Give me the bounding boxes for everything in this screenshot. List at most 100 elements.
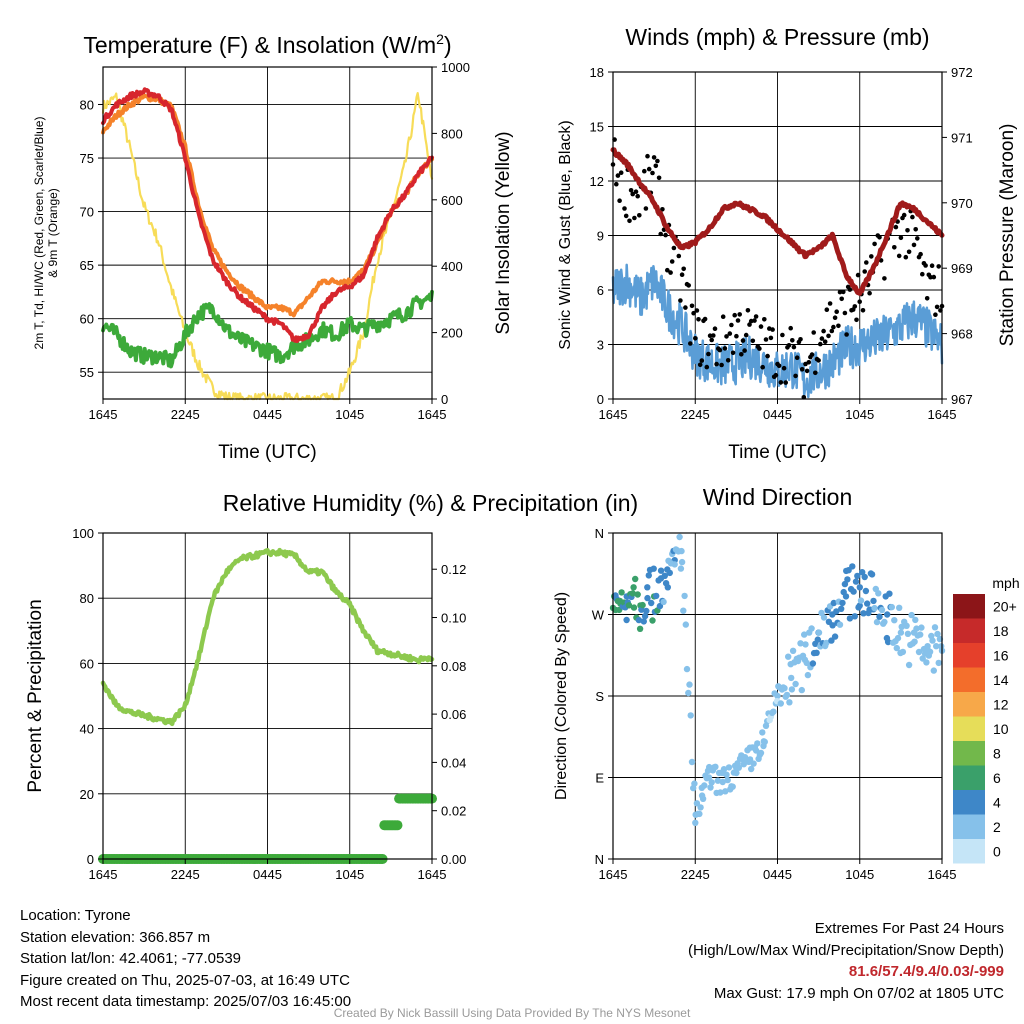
- wind-direction-point: [785, 653, 792, 660]
- gust-point: [841, 289, 846, 295]
- gust-point: [669, 259, 675, 264]
- rh-panel-y2tick-label: 0.12: [441, 562, 466, 577]
- gust-point: [896, 253, 902, 259]
- gust-point: [671, 245, 677, 251]
- gust-point: [650, 170, 655, 176]
- wind-direction-point: [661, 572, 668, 579]
- gust-point: [686, 283, 691, 288]
- colorbar-swatch: [953, 814, 985, 839]
- gust-point: [911, 242, 917, 248]
- gust-point: [719, 362, 724, 368]
- wind-panel-xtick-label: 0445: [763, 407, 792, 422]
- colorbar-swatch: [953, 643, 985, 668]
- wind-direction-point: [783, 691, 791, 699]
- gust-point: [920, 271, 925, 277]
- wind-direction-point: [703, 775, 710, 782]
- gust-point: [928, 274, 933, 280]
- gust-point: [722, 346, 728, 351]
- wind-direction-point: [697, 804, 704, 811]
- colorbar-tick-label: 6: [993, 770, 1001, 786]
- gust-point: [742, 348, 747, 353]
- wind-direction-point: [788, 674, 795, 682]
- gust-point: [627, 218, 632, 224]
- wind-direction-point: [729, 783, 736, 790]
- wind-direction-point: [759, 729, 766, 736]
- gust-point: [646, 166, 652, 172]
- wind-direction-point: [868, 571, 876, 578]
- wind-direction-point: [648, 599, 655, 607]
- gust-point: [734, 333, 739, 339]
- rh-panel-ytick-label: 60: [80, 656, 94, 671]
- gust-point: [757, 346, 762, 351]
- wind-direction-point: [678, 558, 686, 566]
- wind-direction-point: [750, 760, 757, 767]
- rh-panel-xtick-label: 0445: [253, 867, 282, 882]
- wdir-panel-ytick-label: N: [595, 852, 604, 867]
- wdir-panel-ytick-label: N: [595, 526, 604, 541]
- gust-point: [783, 380, 788, 385]
- wdir-panel-title: Wind Direction: [703, 484, 853, 510]
- rh-panel-ytick-label: 100: [72, 526, 94, 541]
- temp-panel-xtick-label: 2245: [171, 407, 200, 422]
- wind-panel-xlabel: Time (UTC): [728, 442, 827, 463]
- wdir-panel-ytick-label: S: [595, 689, 604, 704]
- wind-panel-xtick-label: 1645: [928, 407, 957, 422]
- wdir-panel-xtick-label: 1645: [599, 867, 628, 882]
- sonic-wind-series-line: [611, 263, 944, 399]
- wind-direction-point: [623, 616, 630, 624]
- temp-panel-xlabel: Time (UTC): [218, 442, 317, 463]
- rh-panel-title: Relative Humidity (%) & Precipitation (i…: [223, 490, 638, 516]
- figure-created: Figure created on Thu, 2025-07-03, at 16…: [20, 971, 350, 989]
- dewpoint-series-line: [101, 289, 434, 369]
- wind-direction-point: [815, 629, 823, 636]
- wind-direction-point: [650, 565, 657, 572]
- gust-point: [752, 318, 757, 323]
- wind-direction-point: [714, 777, 722, 784]
- wind-direction-point: [905, 661, 913, 669]
- wind-panel-xtick-label: 1045: [845, 407, 874, 422]
- temp-panel-xtick-label: 1645: [89, 407, 118, 422]
- gust-point: [622, 206, 627, 211]
- wind-direction-point: [846, 615, 854, 622]
- gust-point: [901, 212, 907, 218]
- rh-panel-xtick-label: 1645: [418, 867, 447, 882]
- temp-2m-series-line: [101, 87, 434, 344]
- gust-point: [681, 266, 686, 272]
- gust-point: [839, 296, 844, 302]
- colorbar-unit-label: mph: [992, 575, 1019, 591]
- rh-panel-y2tick-label: 0.02: [441, 804, 466, 819]
- wind-direction-point: [897, 629, 905, 636]
- gust-point: [706, 351, 711, 357]
- gust-point: [753, 314, 759, 319]
- gust-point: [811, 330, 816, 335]
- colorbar-swatch: [953, 692, 985, 717]
- wind-direction-point: [681, 592, 688, 600]
- wind-direction-point: [849, 563, 856, 570]
- station-info: Location: Tyrone Station elevation: 366.…: [20, 905, 351, 1013]
- wind-panel-y2tick-label: 971: [951, 130, 973, 145]
- wind-direction-point: [809, 660, 817, 667]
- gust-point: [816, 358, 821, 363]
- rh-panel-y2tick-label: 0.10: [441, 611, 466, 626]
- gust-point: [770, 327, 775, 332]
- temp-panel-y2tick-label: 400: [441, 259, 463, 274]
- wind-direction-point: [641, 612, 649, 620]
- wind-panel-ytick-label: 15: [590, 120, 604, 135]
- wind-direction-point: [786, 699, 793, 706]
- wind-direction-point: [625, 602, 633, 609]
- gust-point: [906, 249, 912, 255]
- wind-direction-point: [701, 782, 708, 789]
- gust-point: [799, 367, 805, 372]
- gust-point: [702, 316, 708, 322]
- wind-direction-point: [680, 607, 687, 614]
- wind-direction-point: [699, 795, 707, 802]
- gust-point: [804, 368, 810, 374]
- gust-point: [855, 272, 861, 278]
- temp-panel-ytick-label: 75: [80, 151, 94, 166]
- colorbar-tick-label: 0: [993, 843, 1001, 859]
- wind-direction-point: [797, 640, 804, 647]
- wind-direction-point: [875, 590, 882, 597]
- wind-direction-point: [913, 625, 920, 632]
- gust-point: [729, 322, 734, 328]
- wind-direction-point: [873, 618, 881, 626]
